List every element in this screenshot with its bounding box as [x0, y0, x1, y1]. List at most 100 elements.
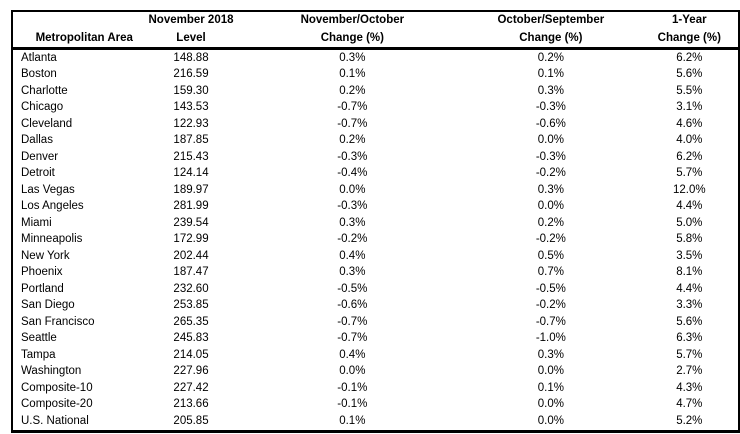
cell-nov-oct-change: -0.7%	[337, 117, 368, 130]
table-row: Seattle 245.83 -0.7% -1.0% 6.3%	[13, 331, 738, 348]
cell-1yr-change: 5.7%	[676, 348, 703, 361]
cell-metro-area: New York	[21, 249, 70, 262]
cell-1yr-change: 4.4%	[676, 200, 703, 212]
table-row: Boston 216.59 0.1% 0.1% 5.6%	[13, 67, 738, 84]
col-header-level: Level	[148, 29, 234, 50]
cell-nov-oct-change: 0.2%	[339, 84, 366, 97]
cell-oct-sep-change: 0.0%	[537, 414, 564, 427]
table-header: November 2018 November/October October/S…	[13, 12, 738, 50]
cell-level: 227.96	[173, 365, 209, 377]
cell-1yr-change: 12.0%	[672, 183, 706, 196]
table-row: Minneapolis 172.99 -0.2% -0.2% 5.8%	[13, 232, 738, 249]
cell-metro-area: Composite-20	[21, 398, 93, 410]
cell-level: 143.53	[173, 101, 209, 113]
cell-oct-sep-change: 0.2%	[537, 216, 564, 229]
cell-metro-area: Dallas	[21, 134, 53, 146]
cell-nov-oct-change: 0.2%	[339, 134, 366, 146]
cell-nov-oct-change: 0.4%	[339, 249, 366, 262]
cell-oct-sep-change: -0.3%	[535, 150, 566, 163]
cell-nov-oct-change: 0.3%	[339, 216, 366, 229]
cell-oct-sep-change: -0.2%	[535, 299, 566, 311]
col-header-nov-oct: November/October	[300, 14, 405, 26]
cell-nov-oct-change: -0.1%	[337, 398, 368, 410]
table-row: San Diego 253.85 -0.6% -0.2% 3.3%	[13, 298, 738, 315]
cell-metro-area: Detroit	[21, 167, 55, 179]
cell-metro-area: Washington	[21, 365, 82, 377]
cell-oct-sep-change: 0.2%	[537, 51, 564, 64]
table-row: Charlotte 159.30 0.2% 0.3% 5.5%	[13, 83, 738, 100]
cell-level: 202.44	[173, 249, 209, 262]
cell-level: 214.05	[173, 348, 209, 361]
cell-oct-sep-change: 0.0%	[537, 134, 564, 146]
cell-metro-area: Minneapolis	[21, 233, 83, 245]
cell-nov-oct-change: 0.0%	[339, 183, 366, 196]
cell-metro-area: Tampa	[21, 348, 56, 361]
cell-oct-sep-change: 0.0%	[537, 398, 564, 410]
cell-oct-sep-change: 0.0%	[537, 365, 564, 377]
cell-nov-oct-change: -0.6%	[337, 299, 368, 311]
cell-metro-area: Atlanta	[21, 51, 57, 64]
cell-level: 159.30	[173, 84, 209, 97]
cell-oct-sep-change: -0.3%	[535, 101, 566, 113]
table-row: Cleveland 122.93 -0.7% -0.6% 4.6%	[13, 116, 738, 133]
cell-oct-sep-change: -0.6%	[535, 117, 566, 130]
cell-nov-oct-change: 0.3%	[339, 51, 366, 64]
cell-1yr-change: 4.7%	[676, 398, 703, 410]
cell-level: 232.60	[173, 282, 209, 295]
cell-metro-area: San Francisco	[21, 315, 95, 328]
cell-1yr-change: 3.5%	[676, 249, 703, 262]
cell-nov-oct-change: -0.7%	[337, 101, 368, 113]
cell-1yr-change: 5.6%	[676, 315, 703, 328]
cell-level: 239.54	[173, 216, 209, 229]
cell-level: 122.93	[173, 117, 209, 130]
cell-level: 215.43	[173, 150, 209, 163]
cell-metro-area: San Diego	[21, 299, 75, 311]
cell-nov-oct-change: -0.7%	[337, 315, 368, 328]
cell-nov-oct-change: 0.3%	[339, 266, 366, 278]
col-header-oct-sep-change-pct: Change (%)	[471, 29, 631, 50]
home-price-index-table-wrap: November 2018 November/October October/S…	[11, 10, 740, 433]
cell-1yr-change: 8.1%	[676, 266, 703, 278]
cell-level: 213.66	[173, 398, 209, 410]
col-header-november-2018: November 2018	[148, 14, 234, 26]
cell-nov-oct-change: 0.1%	[339, 68, 366, 80]
cell-oct-sep-change: 0.3%	[537, 183, 564, 196]
cell-1yr-change: 3.3%	[676, 299, 703, 311]
cell-metro-area: Miami	[21, 216, 52, 229]
header-row-2: Metropolitan Area Level Change (%) Chang…	[13, 29, 738, 50]
cell-nov-oct-change: -0.2%	[337, 233, 368, 245]
cell-metro-area: Cleveland	[21, 117, 73, 130]
table-row: Dallas 187.85 0.2% 0.0% 4.0%	[13, 133, 738, 150]
col-header-oct-sep: October/September	[497, 14, 605, 26]
cell-1yr-change: 4.4%	[676, 282, 703, 295]
cell-nov-oct-change: 0.0%	[339, 365, 366, 377]
table-row: Las Vegas 189.97 0.0% 0.3% 12.0%	[13, 182, 738, 199]
cell-level: 227.42	[173, 381, 209, 394]
cell-oct-sep-change: 0.7%	[537, 266, 564, 278]
table-row: Los Angeles 281.99 -0.3% 0.0% 4.4%	[13, 199, 738, 216]
cell-metro-area: Las Vegas	[21, 183, 75, 196]
table-row: Washington 227.96 0.0% 0.0% 2.7%	[13, 364, 738, 381]
cell-1yr-change: 5.2%	[676, 414, 703, 427]
cell-1yr-change: 6.2%	[676, 51, 703, 64]
cell-metro-area: Portland	[21, 282, 64, 295]
cell-level: 124.14	[173, 167, 209, 179]
col-header-metro-area-top	[13, 12, 149, 29]
col-header-nov-oct-change-pct: Change (%)	[233, 29, 472, 50]
table-row: Miami 239.54 0.3% 0.2% 5.0%	[13, 215, 738, 232]
cell-nov-oct-change: -0.5%	[337, 282, 368, 295]
cell-oct-sep-change: -0.7%	[535, 315, 566, 328]
cell-1yr-change: 6.2%	[676, 150, 703, 163]
cell-nov-oct-change: 0.1%	[339, 414, 366, 427]
cell-1yr-change: 6.3%	[676, 332, 703, 344]
cell-oct-sep-change: 0.3%	[537, 348, 564, 361]
cell-nov-oct-change: -0.1%	[337, 381, 368, 394]
cell-metro-area: Los Angeles	[21, 200, 84, 212]
home-price-index-table: November 2018 November/October October/S…	[11, 10, 740, 433]
cell-1yr-change: 5.5%	[676, 84, 703, 97]
cell-oct-sep-change: 0.3%	[537, 84, 564, 97]
cell-oct-sep-change: -1.0%	[535, 332, 566, 344]
table-row: Detroit 124.14 -0.4% -0.2% 5.7%	[13, 166, 738, 183]
col-header-metro-area: Metropolitan Area	[13, 29, 149, 50]
cell-nov-oct-change: 0.4%	[339, 348, 366, 361]
